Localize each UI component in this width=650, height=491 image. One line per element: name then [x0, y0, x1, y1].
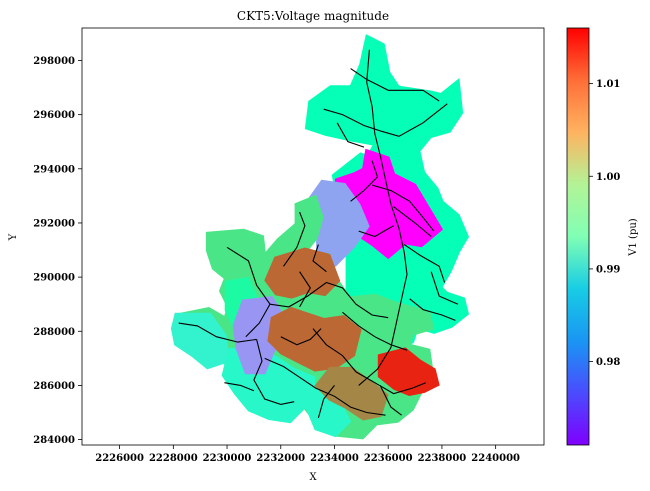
colorbar [566, 27, 590, 446]
circuit-line-11 [226, 246, 271, 338]
circuit-lines [178, 49, 459, 419]
x-tick-label: 2236000 [364, 453, 413, 464]
circuit-line-14 [253, 339, 295, 405]
circuit-line-10 [409, 298, 456, 321]
y-tick-label: 286000 [33, 381, 75, 392]
x-axis: 2226000 2228000 2230000 2232000 2234000 22360… [95, 445, 520, 464]
region-orange-middle [267, 306, 362, 372]
colorbar-tick-label: 0.98 [596, 357, 620, 368]
circuit-line-4 [350, 160, 379, 202]
y-tick-label: 292000 [33, 218, 75, 229]
circuit-line-24 [280, 328, 322, 346]
plot-area [170, 34, 470, 440]
region-red-east [377, 347, 440, 396]
circuit-line-0 [358, 49, 408, 386]
circuit-line-18 [312, 244, 327, 273]
circuit-line-12 [269, 281, 389, 319]
y-tick-label: 284000 [33, 435, 75, 446]
y-tick-label: 296000 [33, 110, 75, 121]
plot-frame [81, 27, 545, 446]
circuit-line-15 [264, 357, 386, 416]
circuit-line-7 [358, 225, 394, 238]
y-tick-label: 298000 [33, 56, 75, 67]
circuit-line-1 [323, 103, 448, 137]
x-axis-label: X [309, 472, 317, 483]
x-tick-label: 2240000 [471, 453, 520, 464]
circuit-line-9 [430, 271, 459, 305]
colorbar-label: V1 (pu) [628, 218, 639, 257]
region-orange-upper [264, 247, 341, 299]
region-orange-south [314, 366, 389, 421]
y-tick-label: 288000 [33, 327, 75, 338]
voltage-regions [170, 34, 470, 440]
x-tick-label: 2232000 [256, 453, 305, 464]
x-tick-label: 2234000 [310, 453, 359, 464]
circuit-line-2 [350, 68, 440, 102]
y-axis: 284000 286000 288000 290000 292000 294000 2960… [33, 56, 82, 446]
x-tick-label: 2238000 [418, 453, 467, 464]
circuit-line-13 [178, 322, 257, 343]
colorbar-tick-label: 1.01 [596, 79, 620, 90]
circuit-line-20 [317, 385, 335, 419]
circuit-line-21 [283, 211, 306, 267]
x-tick-label: 2226000 [95, 453, 144, 464]
colorbar-ticks: 0.98 0.99 1.00 1.01 [589, 79, 620, 368]
x-tick-label: 2228000 [149, 453, 198, 464]
circuit-line-16 [312, 328, 427, 395]
circuit-line-22 [379, 385, 402, 416]
circuit-line-17 [299, 271, 311, 308]
colorbar-tick-label: 0.99 [596, 264, 620, 275]
y-tick-label: 290000 [33, 273, 75, 284]
circuit-line-19 [342, 311, 408, 351]
circuit-line-6 [393, 206, 432, 237]
x-tick-label: 2230000 [203, 453, 252, 464]
region-west-cyan-stub [170, 312, 230, 370]
circuit-line-5 [371, 184, 435, 232]
y-axis-label: Y [8, 233, 19, 241]
circuit-line-3 [336, 122, 365, 148]
chart-title: CKT5:Voltage magnitude [237, 9, 389, 23]
circuit-line-8 [403, 244, 446, 283]
y-tick-label: 294000 [33, 164, 75, 175]
circuit-line-23 [224, 382, 255, 392]
colorbar-tick-label: 1.00 [596, 172, 620, 183]
